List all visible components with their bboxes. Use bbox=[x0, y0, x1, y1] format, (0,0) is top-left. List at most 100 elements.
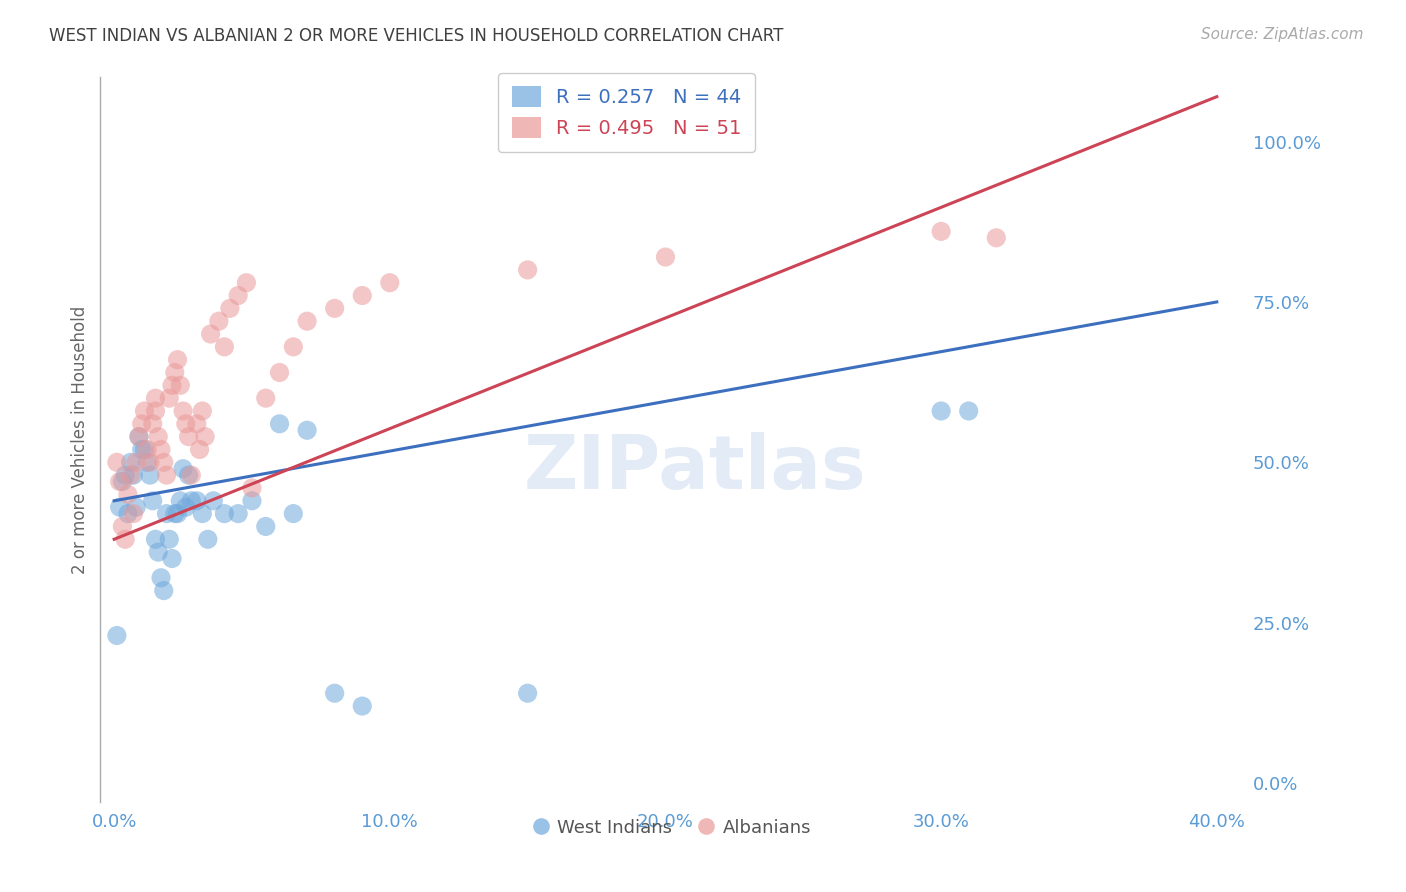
Point bbox=[128, 430, 150, 444]
Point bbox=[352, 288, 374, 302]
Point bbox=[929, 404, 952, 418]
Point bbox=[174, 417, 197, 431]
Point bbox=[214, 507, 236, 521]
Point bbox=[188, 442, 211, 457]
Point bbox=[150, 571, 173, 585]
Point bbox=[219, 301, 242, 316]
Point bbox=[197, 533, 219, 547]
Point bbox=[323, 301, 346, 316]
Point bbox=[172, 404, 194, 418]
Point bbox=[202, 493, 225, 508]
Point bbox=[142, 493, 165, 508]
Point bbox=[145, 533, 167, 547]
Point bbox=[283, 340, 305, 354]
Point bbox=[180, 493, 202, 508]
Point bbox=[654, 250, 676, 264]
Point bbox=[254, 519, 277, 533]
Point bbox=[145, 404, 167, 418]
Point bbox=[186, 417, 208, 431]
Point bbox=[120, 455, 142, 469]
Point bbox=[214, 340, 236, 354]
Point bbox=[136, 455, 159, 469]
Point bbox=[174, 500, 197, 515]
Text: WEST INDIAN VS ALBANIAN 2 OR MORE VEHICLES IN HOUSEHOLD CORRELATION CHART: WEST INDIAN VS ALBANIAN 2 OR MORE VEHICL… bbox=[49, 27, 783, 45]
Point bbox=[160, 551, 183, 566]
Point bbox=[160, 378, 183, 392]
Point bbox=[155, 468, 177, 483]
Point bbox=[136, 442, 159, 457]
Point bbox=[122, 507, 145, 521]
Point bbox=[125, 500, 148, 515]
Point bbox=[108, 500, 131, 515]
Point bbox=[240, 493, 263, 508]
Point bbox=[283, 507, 305, 521]
Point bbox=[516, 263, 538, 277]
Point bbox=[323, 686, 346, 700]
Point bbox=[111, 475, 134, 489]
Point bbox=[105, 628, 128, 642]
Point bbox=[122, 468, 145, 483]
Point bbox=[180, 468, 202, 483]
Point bbox=[125, 455, 148, 469]
Point bbox=[134, 442, 156, 457]
Point bbox=[155, 507, 177, 521]
Point bbox=[194, 430, 217, 444]
Point bbox=[169, 378, 191, 392]
Point bbox=[166, 352, 188, 367]
Point bbox=[148, 430, 170, 444]
Point bbox=[378, 276, 401, 290]
Point bbox=[131, 417, 153, 431]
Point bbox=[208, 314, 231, 328]
Point bbox=[186, 493, 208, 508]
Point bbox=[134, 404, 156, 418]
Point bbox=[139, 455, 162, 469]
Point bbox=[152, 455, 174, 469]
Point bbox=[235, 276, 257, 290]
Point bbox=[191, 507, 214, 521]
Point bbox=[128, 430, 150, 444]
Point bbox=[114, 468, 136, 483]
Point bbox=[957, 404, 980, 418]
Point bbox=[148, 545, 170, 559]
Point bbox=[191, 404, 214, 418]
Point bbox=[986, 231, 1008, 245]
Point bbox=[105, 455, 128, 469]
Point bbox=[117, 507, 139, 521]
Point bbox=[177, 468, 200, 483]
Point bbox=[120, 468, 142, 483]
Point bbox=[163, 366, 186, 380]
Point bbox=[111, 519, 134, 533]
Point bbox=[139, 468, 162, 483]
Point bbox=[200, 326, 222, 341]
Point bbox=[166, 507, 188, 521]
Y-axis label: 2 or more Vehicles in Household: 2 or more Vehicles in Household bbox=[72, 306, 89, 574]
Point bbox=[150, 442, 173, 457]
Point bbox=[131, 442, 153, 457]
Text: Source: ZipAtlas.com: Source: ZipAtlas.com bbox=[1201, 27, 1364, 42]
Point bbox=[114, 533, 136, 547]
Text: ZIPatlas: ZIPatlas bbox=[524, 433, 866, 506]
Point bbox=[152, 583, 174, 598]
Point bbox=[169, 493, 191, 508]
Point bbox=[254, 391, 277, 405]
Point bbox=[269, 417, 291, 431]
Point bbox=[226, 288, 249, 302]
Point bbox=[295, 423, 318, 437]
Point bbox=[108, 475, 131, 489]
Point bbox=[157, 391, 180, 405]
Point bbox=[157, 533, 180, 547]
Point bbox=[240, 481, 263, 495]
Point bbox=[269, 366, 291, 380]
Point bbox=[929, 224, 952, 238]
Point bbox=[163, 507, 186, 521]
Point bbox=[142, 417, 165, 431]
Point bbox=[172, 461, 194, 475]
Point bbox=[295, 314, 318, 328]
Point bbox=[117, 487, 139, 501]
Point bbox=[516, 686, 538, 700]
Point bbox=[352, 699, 374, 714]
Point bbox=[145, 391, 167, 405]
Legend: West Indians, Albanians: West Indians, Albanians bbox=[526, 812, 818, 844]
Point bbox=[177, 430, 200, 444]
Point bbox=[226, 507, 249, 521]
